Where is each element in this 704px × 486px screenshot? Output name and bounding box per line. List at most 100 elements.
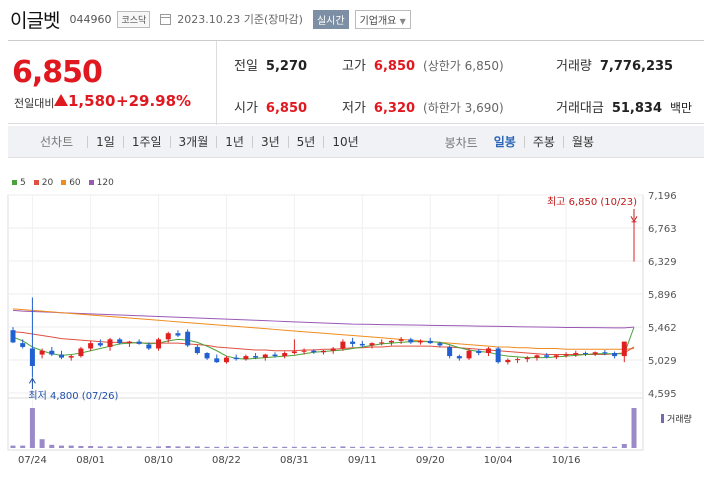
candle-daily[interactable]: 일봉 — [493, 135, 516, 149]
volume-bar — [621, 444, 627, 448]
legend-ma60: 60 — [61, 178, 81, 188]
period-bar: 선차트 1일 1주일 3개월 1년 3년 5년 10년 봉차트 일봉 주봉 월봉 — [8, 126, 704, 158]
volume-bar — [612, 446, 618, 448]
candle-body — [563, 354, 569, 356]
volume-bar — [88, 446, 94, 448]
volume-bar — [291, 446, 297, 448]
volume-bar — [233, 446, 239, 448]
x-tick-label: 10/04 — [484, 455, 513, 466]
volume-bar — [20, 445, 26, 448]
candle-body — [214, 358, 220, 363]
candle-body — [437, 343, 443, 346]
volume-bar — [427, 446, 433, 448]
candle-chart-label: 봉차트 — [444, 135, 478, 150]
quote-date: 2023.10.23 기준(장마감) — [177, 13, 303, 26]
stat-amount: 거래대금 51,834 백만 — [556, 97, 692, 116]
ma-legend: 5 20 60 120 — [12, 178, 114, 188]
diff-rate: +29.98% — [116, 92, 192, 110]
candle-body — [524, 357, 530, 360]
period-1y[interactable]: 1년 — [216, 135, 252, 148]
candle-body — [379, 342, 385, 344]
high-arrow-icon — [630, 216, 638, 223]
low-value: 6,320 — [373, 101, 416, 116]
volume-label: 거래량 — [556, 59, 592, 74]
candle-body — [582, 353, 588, 355]
realtime-button[interactable]: 실시간 — [312, 9, 349, 29]
candle-body — [10, 330, 16, 343]
volume-bar — [592, 446, 598, 448]
company-overview-button[interactable]: 기업개요 ▼ — [354, 9, 411, 29]
volume-bar — [262, 446, 268, 448]
volume-bar — [253, 446, 259, 448]
period-1d[interactable]: 1일 — [87, 135, 123, 148]
volume-bar — [388, 446, 394, 448]
candle-body — [97, 343, 103, 346]
period-5y[interactable]: 5년 — [287, 135, 324, 148]
volume-bar — [485, 446, 491, 448]
period-3y[interactable]: 3년 — [251, 135, 288, 148]
candle-body — [291, 351, 297, 354]
y-tick-label: 4,595 — [648, 389, 677, 400]
volume-bar — [553, 446, 559, 448]
volume-bar — [175, 446, 181, 448]
candle-body — [592, 352, 598, 354]
volume-bar — [534, 446, 540, 448]
x-tick-label: 09/11 — [348, 455, 377, 466]
candle-body — [553, 355, 559, 357]
candle-body — [194, 346, 200, 354]
volume-value: 7,776,235 — [599, 59, 674, 74]
calendar-icon — [160, 13, 172, 25]
high-annotation: 최고 6,850 (10/23) — [547, 196, 637, 208]
x-tick-label: 07/24 — [18, 455, 47, 466]
candle-body — [340, 341, 346, 349]
x-tick-label: 08/22 — [212, 455, 241, 466]
period-3m[interactable]: 3개월 — [169, 135, 217, 148]
volume-bar — [126, 446, 132, 448]
candle-body — [204, 353, 210, 359]
volume-bar — [515, 446, 521, 448]
period-1w[interactable]: 1주일 — [122, 135, 170, 148]
chart-frame — [7, 194, 644, 451]
stock-name: 이글벳 — [10, 9, 60, 32]
candle-body — [388, 340, 394, 343]
volume-bar — [39, 439, 45, 448]
volume-bar — [136, 446, 142, 448]
candle-body — [29, 348, 35, 366]
volume-bar — [97, 446, 103, 448]
candle-body — [301, 350, 307, 352]
volume-bar — [359, 446, 365, 448]
candle-body — [505, 359, 511, 363]
candle-body — [612, 353, 618, 357]
volume-bar — [204, 446, 210, 448]
volume-bar — [146, 446, 152, 448]
prev-value: 5,270 — [265, 59, 308, 74]
candle-body — [272, 354, 278, 357]
amount-unit: 백만 — [670, 101, 693, 115]
diff-label: 전일대비 — [14, 97, 55, 110]
period-10y[interactable]: 10년 — [323, 135, 366, 148]
candle-body — [223, 357, 229, 363]
candle-body — [156, 339, 162, 349]
volume-bar — [272, 446, 278, 448]
stat-volume: 거래량 7,776,235 — [556, 55, 673, 74]
candle-body — [262, 354, 268, 358]
y-tick-label: 5,029 — [648, 356, 677, 367]
candle-body — [282, 353, 288, 357]
candle-body — [534, 355, 540, 358]
volume-legend: 거래량 — [661, 412, 692, 425]
candle-body — [573, 353, 579, 355]
x-tick-label: 09/20 — [416, 455, 445, 466]
candle-weekly[interactable]: 주봉 — [523, 136, 563, 148]
volume-bar — [340, 446, 346, 448]
stock-header: 이글벳 044960 코스닥 2023.10.23 기준(장마감) 실시간 기업… — [10, 6, 411, 32]
high-value: 6,850 — [373, 59, 416, 74]
candle-body — [544, 355, 550, 357]
candle-monthly[interactable]: 월봉 — [562, 136, 602, 148]
volume-bar — [602, 446, 608, 448]
candle-body — [146, 344, 152, 349]
candle-body — [117, 339, 123, 344]
volume-bar — [398, 446, 404, 448]
legend-ma20-label: 20 — [41, 178, 54, 188]
legend-ma5-label: 5 — [20, 178, 26, 188]
